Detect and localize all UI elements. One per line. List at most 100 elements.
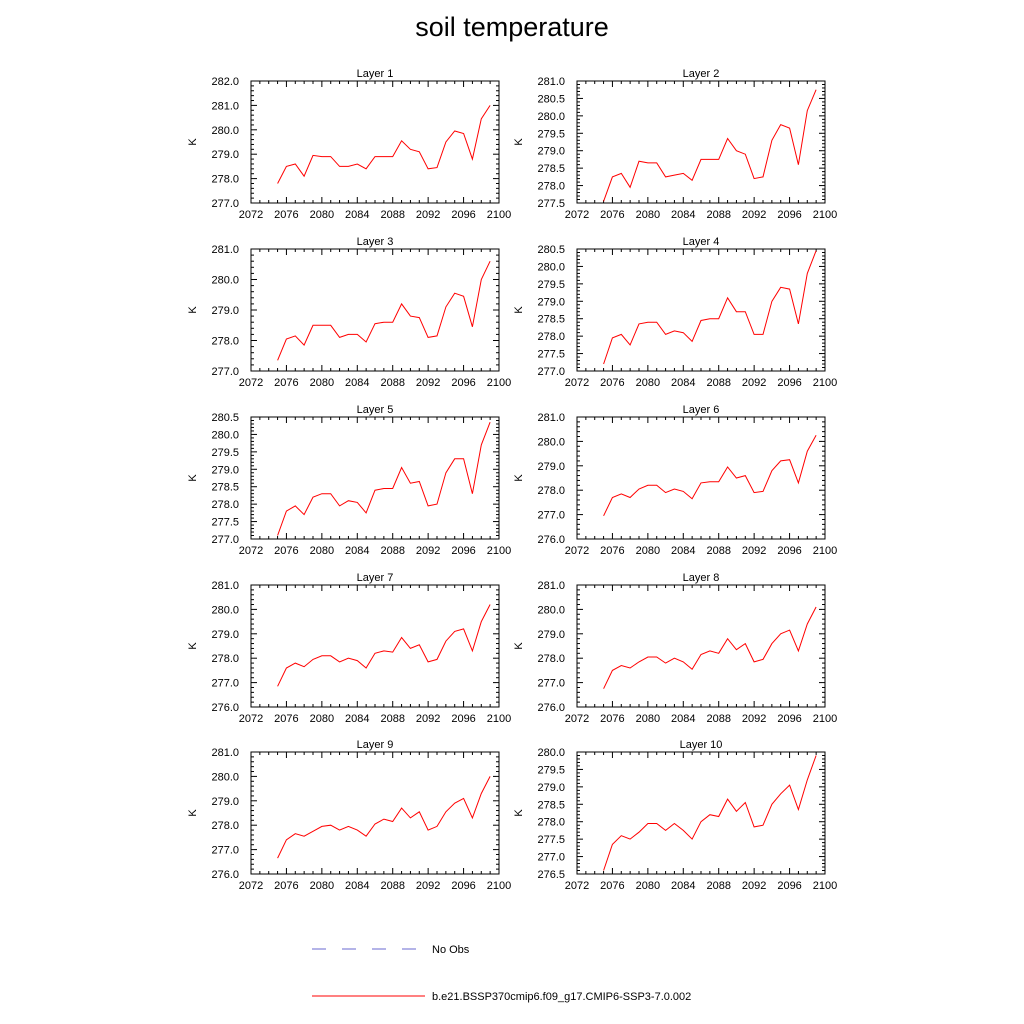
x-tick-label: 2076 xyxy=(274,545,298,557)
x-tick-label: 2100 xyxy=(487,209,511,221)
y-tick-label: 277.0 xyxy=(537,852,565,864)
y-tick-label: 279.0 xyxy=(211,629,239,641)
series-line-1 xyxy=(603,435,817,517)
plot-frame xyxy=(250,248,500,372)
x-tick-label: 2092 xyxy=(742,880,766,892)
y-tick-label: 281.0 xyxy=(537,580,565,592)
plot-frame xyxy=(250,584,500,708)
y-axis-label: K xyxy=(187,474,199,482)
y-tick-label: 280.0 xyxy=(537,604,565,616)
y-tick-label: 278.0 xyxy=(211,336,239,348)
y-tick-label: 281.0 xyxy=(537,412,565,424)
y-tick-label: 278.5 xyxy=(537,799,565,811)
y-tick-label: 278.0 xyxy=(537,181,565,193)
x-tick-label: 2076 xyxy=(600,713,624,725)
y-tick-label: 279.5 xyxy=(537,128,565,140)
y-tick-label: 279.5 xyxy=(211,447,239,459)
x-tick-label: 2088 xyxy=(706,377,730,389)
plot-frame xyxy=(576,584,826,708)
panel-layer-7: Layer 7 K 2072 2076 2080 2084 2088 2092 2096 2100… xyxy=(187,572,511,725)
x-tick-label: 2080 xyxy=(310,713,334,725)
y-axis-label: K xyxy=(187,306,199,314)
x-tick-label: 2084 xyxy=(345,545,369,557)
y-tick-label: 277.5 xyxy=(537,834,565,846)
x-tick-label: 2084 xyxy=(671,713,695,725)
x-tick-label: 2084 xyxy=(345,713,369,725)
x-tick-label: 2088 xyxy=(380,209,404,221)
y-axis-label: K xyxy=(187,809,199,817)
legend-label-model: b.e21.BSSP370cmip6.f09_g17.CMIP6-SSP3-7.… xyxy=(432,991,691,1003)
x-tick-label: 2076 xyxy=(274,713,298,725)
y-axis-label: K xyxy=(513,306,525,314)
x-tick-label: 2092 xyxy=(416,880,440,892)
y-tick-label: 280.0 xyxy=(537,747,565,759)
x-tick-label: 2084 xyxy=(671,880,695,892)
x-tick-label: 2088 xyxy=(706,209,730,221)
x-tick-label: 2088 xyxy=(380,377,404,389)
x-tick-label: 2092 xyxy=(416,713,440,725)
x-tick-label: 2088 xyxy=(380,880,404,892)
y-tick-label: 279.0 xyxy=(537,461,565,473)
x-tick-label: 2076 xyxy=(600,209,624,221)
plot-frame xyxy=(576,80,826,204)
y-tick-label: 277.5 xyxy=(537,198,565,210)
x-tick-label: 2080 xyxy=(636,713,660,725)
x-tick-label: 2072 xyxy=(565,377,589,389)
plot-frame xyxy=(250,416,500,540)
panel-layer-6: Layer 6 K 2072 2076 2080 2084 2088 2092 2096 2100… xyxy=(513,404,837,557)
y-tick-label: 278.0 xyxy=(537,817,565,829)
series-line-1 xyxy=(603,606,817,689)
y-tick-label: 276.0 xyxy=(211,702,239,714)
y-tick-label: 279.0 xyxy=(211,464,239,476)
y-axis-label: K xyxy=(187,642,199,650)
panel-layer-2: Layer 2 K 2072 2076 2080 2084 2088 2092 2096 2100… xyxy=(513,68,837,221)
y-tick-label: 277.0 xyxy=(211,198,239,210)
x-tick-label: 2100 xyxy=(813,880,837,892)
x-tick-label: 2072 xyxy=(239,880,263,892)
y-tick-label: 279.0 xyxy=(537,146,565,158)
y-tick-label: 276.0 xyxy=(537,702,565,714)
y-tick-label: 280.0 xyxy=(537,436,565,448)
legend-label-no-obs: No Obs xyxy=(432,944,470,956)
x-tick-label: 2084 xyxy=(345,377,369,389)
x-tick-label: 2084 xyxy=(345,880,369,892)
x-tick-label: 2096 xyxy=(777,545,801,557)
y-tick-label: 278.0 xyxy=(211,174,239,186)
y-tick-label: 277.5 xyxy=(211,517,239,529)
panel-title: Layer 10 xyxy=(680,739,723,751)
x-tick-label: 2100 xyxy=(487,545,511,557)
x-tick-label: 2080 xyxy=(636,377,660,389)
y-tick-label: 276.0 xyxy=(537,534,565,546)
y-tick-label: 279.0 xyxy=(537,296,565,308)
panel-layer-10: Layer 10 K 2072 2076 2080 2084 2088 2092 2096 210… xyxy=(513,739,837,892)
x-tick-label: 2080 xyxy=(636,545,660,557)
x-tick-label: 2092 xyxy=(742,545,766,557)
x-tick-label: 2092 xyxy=(742,377,766,389)
y-tick-label: 281.0 xyxy=(211,100,239,112)
y-tick-label: 278.0 xyxy=(537,485,565,497)
x-tick-label: 2096 xyxy=(451,880,475,892)
y-tick-label: 277.0 xyxy=(211,534,239,546)
plot-frame xyxy=(576,751,826,875)
x-tick-label: 2088 xyxy=(380,713,404,725)
x-tick-label: 2072 xyxy=(239,209,263,221)
panel-title: Layer 8 xyxy=(683,572,720,584)
panel-title: Layer 5 xyxy=(357,404,394,416)
y-axis-label: K xyxy=(187,138,199,146)
panel-layer-1: Layer 1 K 2072 2076 2080 2084 2088 2092 2096 2100… xyxy=(187,68,511,221)
y-tick-label: 279.0 xyxy=(537,629,565,641)
x-tick-label: 2084 xyxy=(671,545,695,557)
y-tick-label: 278.5 xyxy=(537,314,565,326)
x-tick-label: 2080 xyxy=(310,880,334,892)
y-tick-label: 278.0 xyxy=(211,820,239,832)
y-tick-label: 279.5 xyxy=(537,279,565,291)
panel-title: Layer 9 xyxy=(357,739,394,751)
y-tick-label: 279.0 xyxy=(211,305,239,317)
y-tick-label: 277.5 xyxy=(537,349,565,361)
x-tick-label: 2100 xyxy=(487,713,511,725)
y-tick-label: 280.0 xyxy=(211,429,239,441)
plot-frame xyxy=(250,751,500,875)
series-line-1 xyxy=(277,105,491,184)
y-tick-label: 280.0 xyxy=(211,275,239,287)
